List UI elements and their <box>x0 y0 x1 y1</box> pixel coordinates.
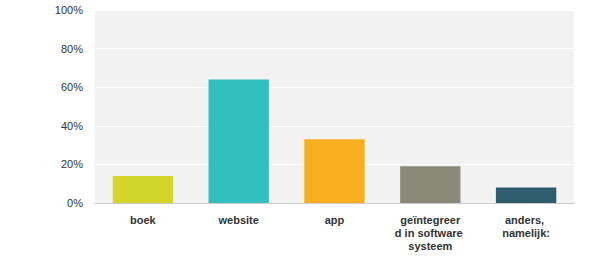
svg-text:website: website <box>218 214 259 226</box>
svg-text:namelijk:: namelijk: <box>502 227 550 239</box>
svg-text:boek: boek <box>130 214 157 226</box>
svg-text:d in software: d in software <box>395 227 466 239</box>
svg-text:geïntegreer: geïntegreer <box>400 214 461 226</box>
svg-text:0%: 0% <box>67 197 83 209</box>
svg-text:100%: 100% <box>55 4 83 16</box>
svg-text:anders,: anders, <box>505 214 547 226</box>
svg-text:40%: 40% <box>61 120 83 132</box>
svg-text:60%: 60% <box>61 81 83 93</box>
svg-text:20%: 20% <box>61 158 83 170</box>
svg-text:systeem: systeem <box>408 240 452 252</box>
svg-text:80%: 80% <box>61 43 83 55</box>
svg-text:app: app <box>325 214 345 226</box>
